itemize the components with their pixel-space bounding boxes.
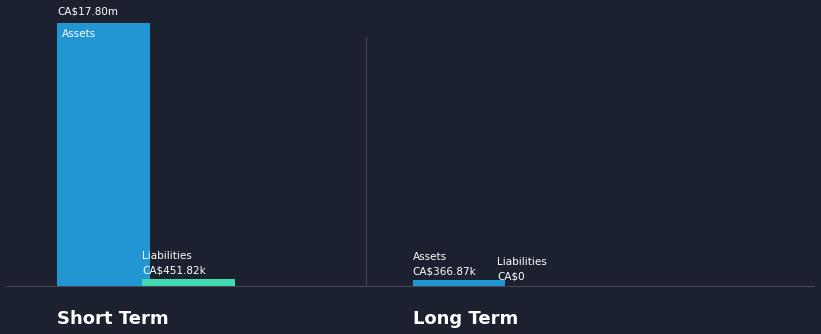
Bar (57, 23, 150, 286)
Bar (412, 281, 506, 286)
Text: CA$366.87k: CA$366.87k (412, 267, 476, 277)
Text: CA$451.82k: CA$451.82k (142, 265, 206, 275)
Text: Liabilities: Liabilities (498, 258, 547, 268)
Text: Assets: Assets (412, 252, 447, 262)
Text: Liabilities: Liabilities (142, 251, 192, 261)
Text: Long Term: Long Term (412, 310, 518, 328)
Text: Short Term: Short Term (57, 310, 169, 328)
Bar (142, 279, 235, 286)
Text: CA$17.80m: CA$17.80m (57, 7, 118, 17)
Text: Assets: Assets (62, 29, 95, 39)
Text: CA$0: CA$0 (498, 272, 525, 282)
